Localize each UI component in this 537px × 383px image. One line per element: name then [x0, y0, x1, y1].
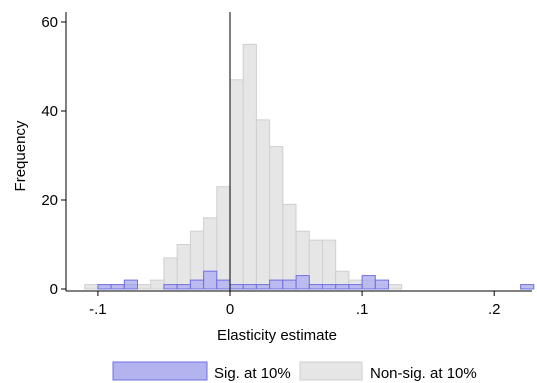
x-axis-ticks: -.1 0 .1 .2: [89, 291, 500, 318]
sig-bar: [97, 284, 112, 290]
x-tick-label: 0: [226, 301, 234, 318]
sig-bar: [361, 275, 376, 290]
y-tick-label: 0: [50, 281, 58, 298]
sig-bar: [282, 279, 297, 290]
nonsig-bar: [308, 239, 323, 290]
legend-swatch-sig: [112, 361, 208, 381]
legend-label-sig: Sig. at 10%: [214, 365, 291, 382]
nonsig-bar: [388, 284, 403, 290]
series-nonsig-bars: [84, 43, 403, 290]
nonsig-bar: [137, 284, 152, 290]
x-tick-label: .2: [488, 301, 501, 318]
x-tick-label: .1: [356, 301, 369, 318]
sig-bar: [335, 284, 350, 290]
y-axis-title: Frequency: [12, 120, 29, 191]
sig-bar: [520, 284, 535, 290]
nonsig-bar: [150, 279, 165, 290]
sig-bar: [203, 270, 218, 290]
y-axis-ticks: 0 20 40 60: [41, 14, 66, 298]
nonsig-bar: [255, 119, 271, 290]
sig-bar: [242, 284, 257, 290]
x-axis-title: Elasticity estimate: [217, 327, 337, 344]
sig-bar: [176, 284, 191, 290]
y-tick-label: 40: [41, 103, 58, 120]
sig-bar: [255, 284, 271, 290]
legend: Sig. at 10% Non-sig. at 10%: [112, 361, 477, 382]
nonsig-bar: [269, 146, 284, 290]
sig-bar: [110, 284, 125, 290]
legend-label-nonsig: Non-sig. at 10%: [370, 365, 477, 382]
sig-bar: [322, 284, 337, 290]
series-sig-bars: [97, 270, 535, 290]
sig-bar: [216, 279, 231, 290]
sig-bar: [189, 279, 205, 290]
sig-bar: [308, 284, 323, 290]
sig-bar: [269, 279, 284, 290]
sig-bar: [123, 279, 139, 290]
nonsig-bar: [242, 43, 257, 290]
legend-swatch-nonsig: [299, 361, 363, 381]
y-tick-label: 60: [41, 14, 58, 31]
nonsig-bar: [282, 203, 297, 290]
x-tick-label: -.1: [89, 301, 107, 318]
nonsig-bar: [229, 79, 244, 290]
y-tick-label: 20: [41, 192, 58, 209]
nonsig-bar: [322, 239, 337, 290]
nonsig-bar: [84, 284, 99, 290]
sig-bar: [374, 279, 389, 290]
nonsig-bar: [216, 186, 231, 290]
sig-bar: [229, 284, 244, 290]
sig-bar: [295, 275, 310, 290]
nonsig-bar: [176, 244, 191, 290]
sig-bar: [163, 284, 178, 290]
sig-bar: [348, 284, 363, 290]
